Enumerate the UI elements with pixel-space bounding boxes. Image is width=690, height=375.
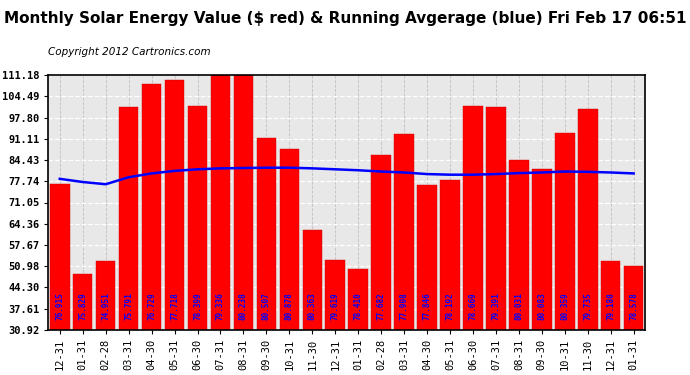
Bar	[188, 106, 207, 375]
Bar	[234, 75, 253, 375]
Bar	[417, 185, 437, 375]
Bar	[463, 106, 483, 375]
Bar	[601, 261, 620, 375]
Bar	[578, 109, 598, 375]
Bar	[440, 180, 460, 375]
Bar	[302, 230, 322, 375]
Bar	[371, 155, 391, 375]
Text: 80.230: 80.230	[239, 293, 248, 321]
Text: 77.908: 77.908	[400, 293, 408, 321]
Text: 80.507: 80.507	[262, 293, 271, 321]
Text: 79.180: 79.180	[607, 293, 615, 321]
Bar	[486, 107, 506, 375]
Text: 79.619: 79.619	[331, 293, 339, 321]
Text: 78.192: 78.192	[446, 293, 455, 321]
Text: 76.915: 76.915	[55, 293, 64, 321]
Text: 77.846: 77.846	[422, 293, 431, 321]
Text: 77.718: 77.718	[170, 293, 179, 321]
Bar	[555, 133, 575, 375]
Text: 80.878: 80.878	[285, 293, 294, 321]
Bar	[279, 148, 299, 375]
Text: 80.083: 80.083	[538, 293, 546, 321]
Bar	[73, 274, 92, 375]
Bar	[119, 107, 139, 375]
Text: 74.951: 74.951	[101, 293, 110, 321]
Text: 75.791: 75.791	[124, 293, 133, 321]
Bar	[624, 266, 644, 375]
Bar	[532, 169, 551, 375]
Text: Copyright 2012 Cartronics.com: Copyright 2012 Cartronics.com	[48, 47, 211, 57]
Bar	[509, 160, 529, 375]
Bar	[395, 134, 414, 375]
Text: 78.669: 78.669	[469, 293, 477, 321]
Text: 77.682: 77.682	[377, 293, 386, 321]
Text: 80.363: 80.363	[308, 293, 317, 321]
Text: Monthly Solar Energy Value ($ red) & Running Avgerage (blue) Fri Feb 17 06:51: Monthly Solar Energy Value ($ red) & Run…	[3, 11, 687, 26]
Text: 80.031: 80.031	[514, 293, 524, 321]
Text: 78.399: 78.399	[193, 293, 202, 321]
Text: 79.391: 79.391	[491, 293, 500, 321]
Text: 79.336: 79.336	[216, 293, 225, 321]
Text: 78.578: 78.578	[629, 293, 638, 321]
Bar	[257, 138, 276, 375]
Bar	[165, 80, 184, 375]
Text: 75.829: 75.829	[78, 293, 87, 321]
Text: 80.359: 80.359	[560, 293, 569, 321]
Bar	[142, 84, 161, 375]
Bar	[210, 75, 230, 375]
Bar	[326, 260, 345, 375]
Bar	[96, 261, 115, 375]
Text: 78.410: 78.410	[354, 293, 363, 321]
Text: 79.735: 79.735	[583, 293, 592, 321]
Bar	[348, 269, 368, 375]
Text: 76.729: 76.729	[147, 293, 156, 321]
Bar	[50, 184, 70, 375]
